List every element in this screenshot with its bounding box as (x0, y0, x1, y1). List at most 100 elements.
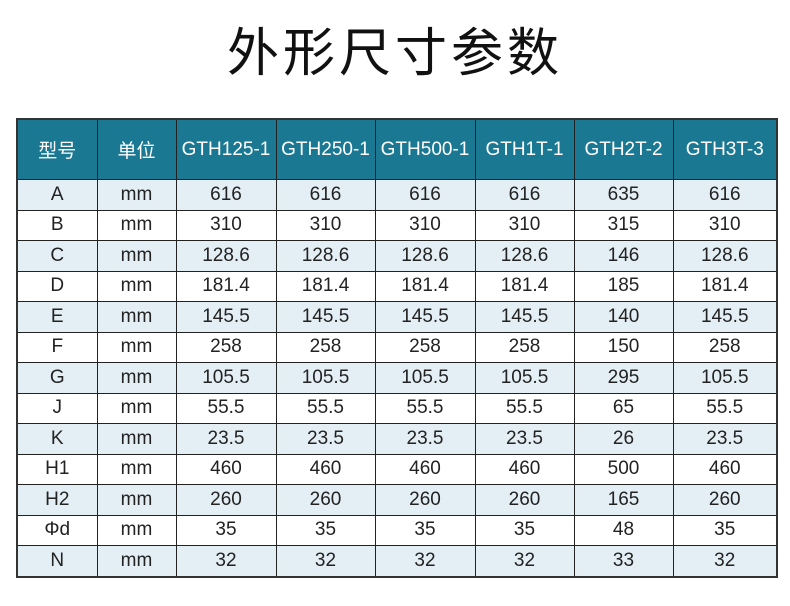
value-cell: 258 (374, 331, 476, 363)
value-cell: 310 (374, 209, 476, 241)
unit-cell: mm (96, 362, 177, 394)
row-label: C (16, 240, 98, 272)
value-cell: 260 (175, 484, 277, 516)
row-label: B (16, 209, 98, 241)
value-cell: 146 (573, 240, 674, 272)
value-cell: 260 (474, 484, 575, 516)
unit-cell: mm (96, 392, 177, 424)
value-cell: 48 (573, 514, 674, 546)
value-cell: 32 (175, 545, 277, 577)
column-header: 单位 (96, 118, 177, 180)
row-label: K (16, 423, 98, 455)
value-cell: 55.5 (275, 392, 376, 424)
value-cell: 460 (474, 453, 575, 485)
value-cell: 165 (573, 484, 674, 516)
value-cell: 32 (374, 545, 476, 577)
value-cell: 310 (474, 209, 575, 241)
value-cell: 105.5 (275, 362, 376, 394)
row-label: Φd (16, 514, 98, 546)
value-cell: 635 (573, 179, 674, 211)
value-cell: 181.4 (275, 270, 376, 302)
value-cell: 23.5 (474, 423, 575, 455)
value-cell: 460 (275, 453, 376, 485)
value-cell: 260 (275, 484, 376, 516)
value-cell: 181.4 (374, 270, 476, 302)
value-cell: 128.6 (275, 240, 376, 272)
unit-cell: mm (96, 209, 177, 241)
value-cell: 26 (573, 423, 674, 455)
value-cell: 145.5 (275, 301, 376, 333)
value-cell: 23.5 (672, 423, 778, 455)
table-row: H2 mm 260 260 260 260 165 260 (16, 484, 778, 516)
value-cell: 616 (275, 179, 376, 211)
value-cell: 105.5 (374, 362, 476, 394)
value-cell: 128.6 (175, 240, 277, 272)
table-header-row: 型号 单位 GTH125-1 GTH250-1 GTH500-1 GTH1T-1 GTH2T… (16, 118, 778, 180)
column-header: GTH3T-3 (672, 118, 778, 180)
value-cell: 33 (573, 545, 674, 577)
table-row: Φd mm 35 35 35 35 48 35 (16, 514, 778, 546)
value-cell: 55.5 (474, 392, 575, 424)
value-cell: 145.5 (175, 301, 277, 333)
dimension-table: 型号 单位 GTH125-1 GTH250-1 GTH500-1 GTH1T-1 GTH2T… (16, 118, 778, 578)
value-cell: 500 (573, 453, 674, 485)
value-cell: 105.5 (474, 362, 575, 394)
value-cell: 616 (474, 179, 575, 211)
value-cell: 150 (573, 331, 674, 363)
value-cell: 23.5 (374, 423, 476, 455)
value-cell: 616 (672, 179, 778, 211)
value-cell: 105.5 (175, 362, 277, 394)
value-cell: 55.5 (175, 392, 277, 424)
value-cell: 32 (474, 545, 575, 577)
value-cell: 145.5 (374, 301, 476, 333)
unit-cell: mm (96, 240, 177, 272)
row-label: H1 (16, 453, 98, 485)
value-cell: 315 (573, 209, 674, 241)
value-cell: 310 (275, 209, 376, 241)
value-cell: 258 (474, 331, 575, 363)
value-cell: 105.5 (672, 362, 778, 394)
value-cell: 460 (175, 453, 277, 485)
unit-cell: mm (96, 453, 177, 485)
row-label: G (16, 362, 98, 394)
value-cell: 258 (275, 331, 376, 363)
row-label: D (16, 270, 98, 302)
value-cell: 260 (672, 484, 778, 516)
unit-cell: mm (96, 331, 177, 363)
value-cell: 128.6 (474, 240, 575, 272)
row-label: F (16, 331, 98, 363)
column-header: GTH1T-1 (474, 118, 575, 180)
unit-cell: mm (96, 545, 177, 577)
unit-cell: mm (96, 270, 177, 302)
value-cell: 310 (672, 209, 778, 241)
value-cell: 35 (474, 514, 575, 546)
column-header: GTH250-1 (275, 118, 376, 180)
row-label: N (16, 545, 98, 577)
value-cell: 295 (573, 362, 674, 394)
page-title: 外形尺寸参数 (226, 24, 563, 84)
unit-cell: mm (96, 514, 177, 546)
column-header: GTH2T-2 (573, 118, 674, 180)
value-cell: 128.6 (374, 240, 476, 272)
column-header: 型号 (16, 118, 98, 180)
row-label: E (16, 301, 98, 333)
value-cell: 128.6 (672, 240, 778, 272)
row-label: A (16, 179, 98, 211)
value-cell: 616 (374, 179, 476, 211)
value-cell: 32 (672, 545, 778, 577)
value-cell: 181.4 (672, 270, 778, 302)
value-cell: 32 (275, 545, 376, 577)
value-cell: 258 (672, 331, 778, 363)
value-cell: 23.5 (175, 423, 277, 455)
value-cell: 35 (175, 514, 277, 546)
row-label: H2 (16, 484, 98, 516)
column-header: GTH500-1 (374, 118, 476, 180)
value-cell: 260 (374, 484, 476, 516)
